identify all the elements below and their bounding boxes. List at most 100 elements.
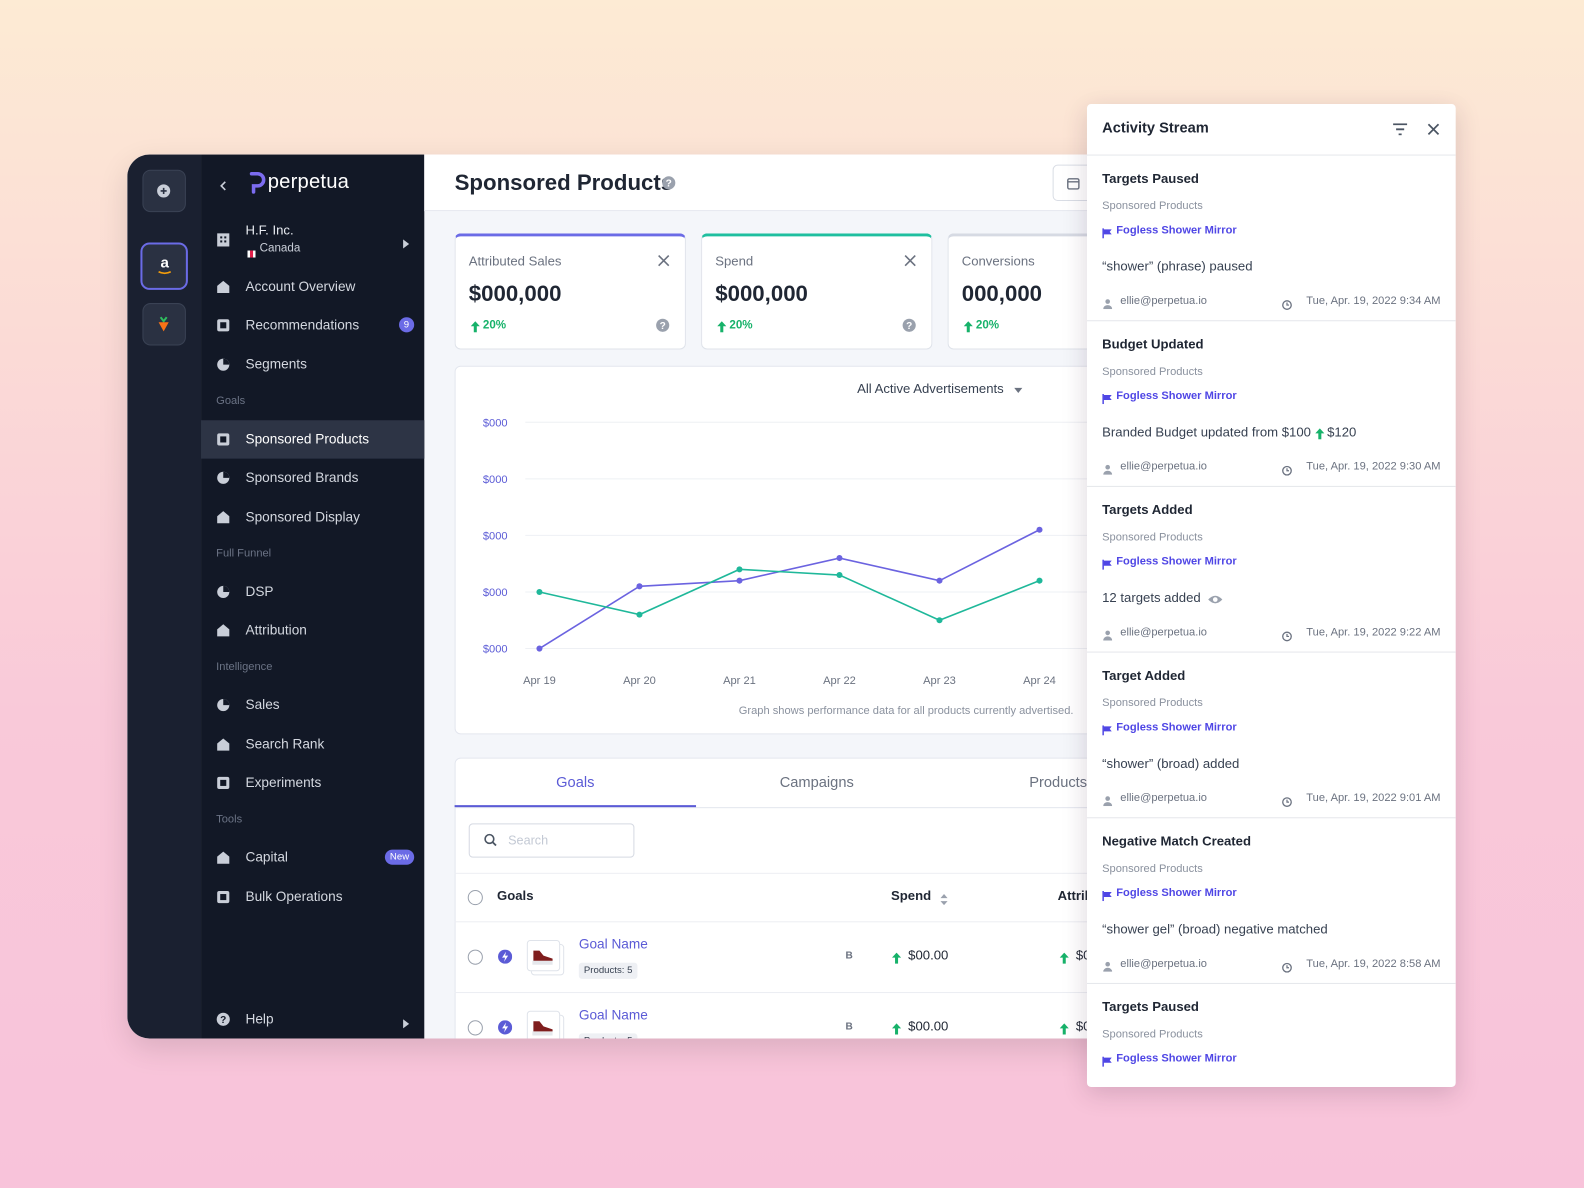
entry-product[interactable]: Fogless Shower Mirror [1116,389,1237,403]
filter-icon[interactable] [1393,122,1408,136]
icon-text: ? [220,1015,226,1026]
icon-path [249,171,266,194]
icon-svg [470,321,480,333]
entry-channel: Sponsored Products [1102,365,1203,378]
plus-icon [157,184,171,198]
series-point [736,577,743,584]
icon-path [502,1022,509,1033]
icon-rect [220,236,223,239]
y-tick-label: $000 [483,474,508,486]
icon-path [1103,802,1113,807]
nav-heading: Full Funnel [216,547,272,560]
close-icon[interactable] [1427,122,1440,135]
nav-item[interactable]: Search Rank [245,736,325,752]
icon-svg [249,171,266,194]
icon-path [217,510,230,523]
kpi-help: ? [902,318,916,332]
entry-product[interactable]: Fogless Shower Mirror [1116,555,1237,568]
nav-item[interactable]: Segments [245,356,307,372]
entry-channel: Sponsored Products [1102,862,1203,875]
checkbox[interactable] [467,949,483,965]
icon-path [470,321,480,333]
icon-svg [403,239,410,249]
nav-item[interactable]: Recommendations [245,317,360,333]
clock-icon [1282,794,1292,807]
nav-item[interactable]: Account Overview [245,278,356,294]
flag-icon [247,244,256,258]
nav-item[interactable]: Sponsored Brands [245,469,359,486]
nav-item[interactable]: Capital [245,849,288,866]
icon-svg [217,699,230,712]
panel-divider [1086,154,1456,156]
icon-path [1103,560,1112,566]
nav-icon [216,510,230,524]
icon-path [1427,123,1440,135]
entry-time: Tue, Apr. 19, 2022 9:34 AM [1306,294,1441,308]
goal-name[interactable]: Goal Name [578,1007,648,1023]
icon-svg [217,471,230,485]
entry-description: “shower gel” (broad) negative matched [1102,921,1328,937]
table-card [454,757,1132,1039]
chart-note: Graph shows performance data for all pro… [739,705,1074,717]
back-chevron[interactable] [218,178,228,191]
icon-path [533,950,553,961]
icon-svg: ? [656,318,670,332]
entry-product[interactable]: Fogless Shower Mirror [1116,1052,1237,1065]
nav-item[interactable]: Attribution [245,622,307,638]
kpi-close[interactable] [658,254,670,267]
nav-heading: Intelligence [216,661,273,674]
flag-icon [1102,225,1112,239]
rail-add[interactable] [142,169,186,213]
line-chart: All Active Advertisements $000 $000 $000 $00… [483,381,1132,717]
goal-name[interactable]: Goal Name [578,936,648,952]
kpi-up-arrow [963,319,973,333]
nav-icon [216,698,230,712]
nav-item[interactable]: Bulk Operations [245,888,343,904]
tab[interactable]: Goals [556,774,595,791]
entry-product[interactable]: Fogless Shower Mirror [1116,224,1237,237]
icon-path [532,1031,553,1036]
nav-item[interactable]: DSP [245,583,274,599]
icon-svg [498,1020,513,1035]
icon-svg [217,280,230,293]
calendar-icon [1067,177,1080,190]
icon-path [1103,1057,1112,1063]
y-tick-label: $000 [483,417,508,429]
tab[interactable]: Campaigns [779,774,854,791]
column-header[interactable]: Spend [890,887,932,904]
icon-svg [526,1010,565,1039]
icon-svg [904,255,916,267]
entry-user: ellie@perpetua.io [1120,460,1207,473]
help-label[interactable]: Help [245,1011,274,1027]
tab[interactable]: Products [1029,774,1088,791]
entry-product[interactable]: Fogless Shower Mirror [1116,721,1237,734]
checkbox[interactable] [467,889,483,906]
nav-item[interactable]: Sales [245,697,280,713]
kpi-value: $000,000 [715,280,808,307]
rail-amazon[interactable] [140,242,188,290]
account-name[interactable]: H.F. Inc. [245,222,294,238]
entry-user: ellie@perpetua.io [1120,294,1207,308]
icon-text: ? [666,178,672,189]
nav-item[interactable]: Sponsored Display [245,508,360,524]
icon-svg: a [158,255,172,275]
entry-channel: Sponsored Products [1102,531,1203,544]
kpi-close[interactable] [904,254,916,267]
checkbox[interactable] [467,1020,483,1036]
nav-item[interactable]: Sponsored Products [245,431,370,447]
icon-path [1103,636,1113,641]
icon-svg [1282,962,1292,973]
icon-rect [220,779,227,786]
icon-svg [892,1023,902,1035]
search-box[interactable] [468,823,635,858]
icon-svg [1103,961,1113,972]
entry-product[interactable]: Fogless Shower Mirror [1116,886,1237,900]
eye-icon[interactable] [1207,592,1223,604]
nav-item[interactable]: Experiments [245,774,322,790]
icon-path [1314,428,1325,440]
icon-svg [1059,952,1069,964]
icon-path [217,738,230,751]
icon-path [160,187,167,194]
